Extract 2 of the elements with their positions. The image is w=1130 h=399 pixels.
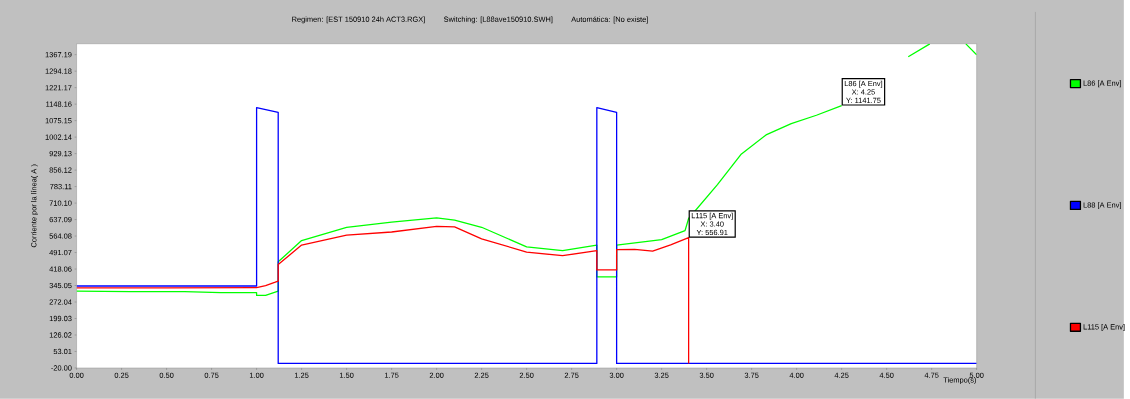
line-series (76, 106, 977, 365)
line-series (76, 225, 690, 365)
